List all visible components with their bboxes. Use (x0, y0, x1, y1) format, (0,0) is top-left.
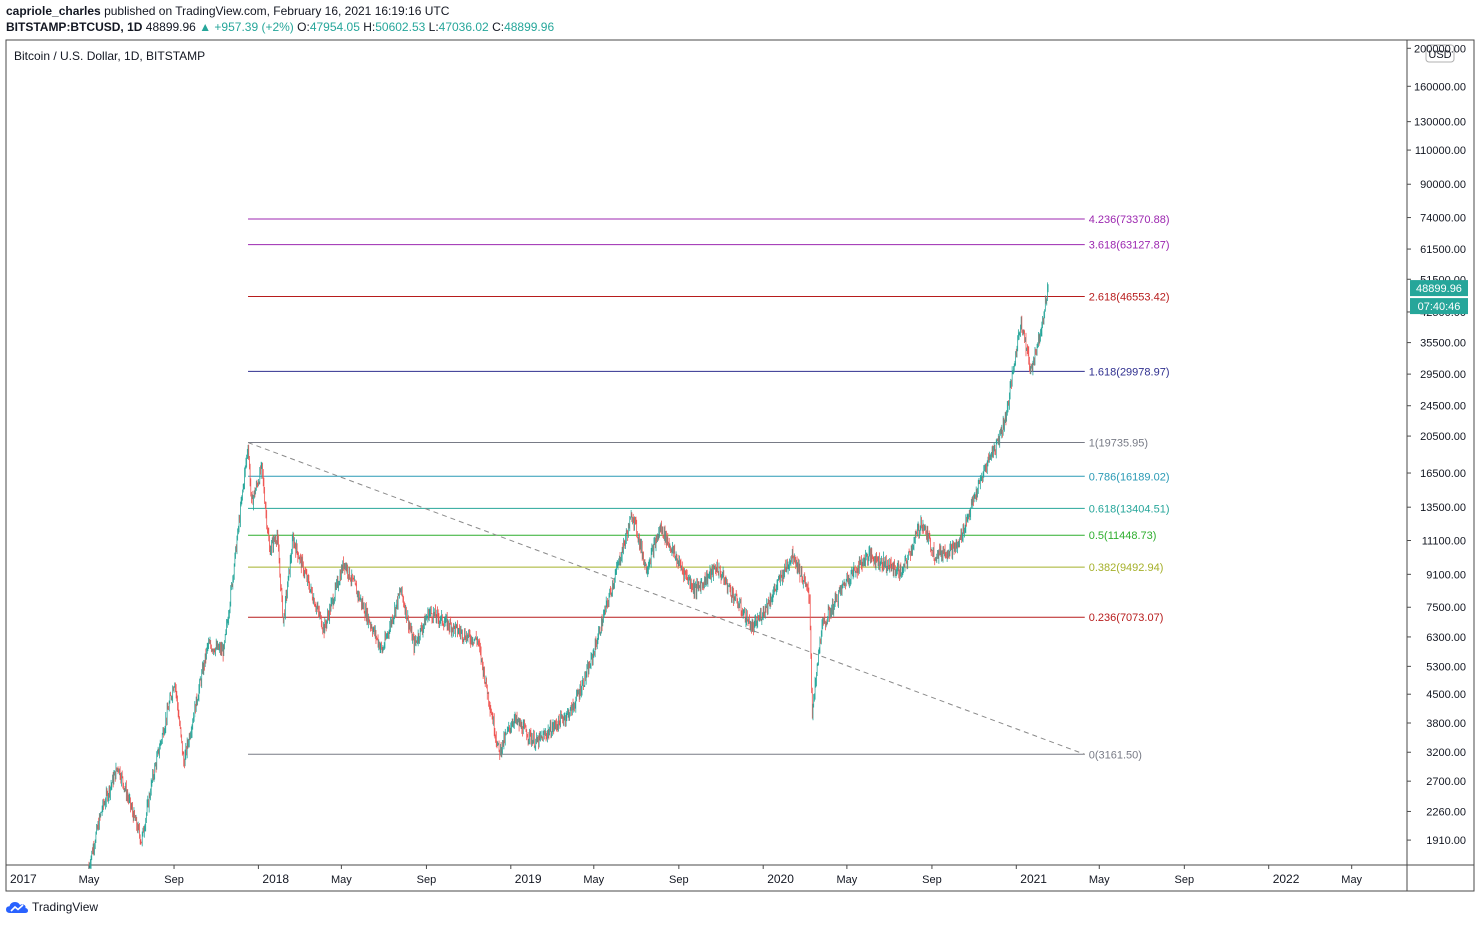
price-badges: 48899.96 07:40:46 (1410, 280, 1468, 315)
symbol-name: BITSTAMP:BTCUSD, 1D (6, 20, 143, 34)
price-tick-label: 6300.00 (1426, 632, 1466, 644)
candlestick-series (88, 282, 1049, 869)
price-tick-label: 200000.00 (1414, 43, 1466, 55)
time-tick-label: May (836, 874, 857, 886)
currency-label: USD (1428, 49, 1451, 61)
time-tick-label: 2022 (1273, 872, 1300, 886)
time-tick-label: May (79, 874, 100, 886)
high-label: H: (363, 20, 376, 34)
price-tick-label: 4500.00 (1426, 689, 1466, 701)
price-tick-label: 35500.00 (1420, 338, 1466, 350)
symbol-info: BITSTAMP:BTCUSD, 1D 48899.96 ▲ +957.39 (… (6, 20, 554, 34)
price-tick-label: 2700.00 (1426, 776, 1466, 788)
fib-level-label: 0.236(7073.07) (1089, 612, 1164, 624)
last-price: 48899.96 (145, 20, 196, 34)
close-label: C: (492, 20, 505, 34)
publish-text: published on TradingView.com, February 1… (104, 4, 450, 18)
fib-level-label: 0.382(9492.94) (1089, 562, 1164, 574)
price-tick-label: 29500.00 (1420, 369, 1466, 381)
price-tick-label: 20500.00 (1420, 431, 1466, 443)
tradingview-brand[interactable]: TradingView (6, 900, 98, 914)
low-value: 47036.02 (438, 20, 489, 34)
fib-level-label: 3.618(63127.87) (1089, 240, 1170, 252)
price-tick-label: 5300.00 (1426, 661, 1466, 673)
time-axis[interactable]: 2017 May Sep 2018 May Sep 2019 May Sep 2020 May Sep… (5, 865, 1363, 886)
time-tick-label: Sep (164, 874, 184, 886)
fib-level-label: 0.618(13404.51) (1089, 503, 1170, 515)
currency-button[interactable]: USD (1425, 44, 1455, 63)
author-name[interactable]: capriole_charles (6, 4, 101, 18)
close-value: 48899.96 (504, 20, 555, 34)
time-tick-label: May (331, 874, 352, 886)
time-tick-label: 2017 (10, 872, 37, 886)
time-tick-label: Sep (669, 874, 689, 886)
open-value: 47954.05 (309, 20, 360, 34)
price-tick-label: 9100.00 (1426, 569, 1466, 581)
fib-extension-levels: 4.236(73370.88) 3.618(63127.87) 2.618(4655… (248, 214, 1169, 761)
tradingview-cloud-icon (6, 902, 28, 913)
price-tick-label: 130000.00 (1414, 117, 1466, 129)
last-price-badge (1410, 280, 1468, 297)
price-tick-label: 13500.00 (1420, 502, 1466, 514)
low-label: L: (428, 20, 439, 34)
time-tick-label: 2019 (515, 872, 542, 886)
price-tick-label: 160000.00 (1414, 81, 1466, 93)
fib-level-label: 4.236(73370.88) (1089, 214, 1170, 226)
price-tick-label: 3800.00 (1426, 718, 1466, 730)
price-tick-label: 2260.00 (1426, 806, 1466, 818)
countdown-badge-label: 07:40:46 (1418, 301, 1461, 313)
time-tick-label: May (583, 874, 604, 886)
time-tick-label: Sep (417, 874, 437, 886)
time-tick-label: Sep (922, 874, 942, 886)
fib-level-label: 1.618(29978.97) (1089, 366, 1170, 378)
fib-level-label: 0.5(11448.73) (1089, 530, 1157, 542)
open-label: O: (297, 20, 310, 34)
chart-title: Bitcoin / U.S. Dollar, 1D, BITSTAMP (14, 49, 205, 63)
fib-level-label: 0.786(16189.02) (1089, 471, 1170, 483)
time-tick-label: May (1089, 874, 1110, 886)
price-axis[interactable]: 200000.00 160000.00 130000.00 110000.00 9000… (1407, 43, 1466, 847)
high-value: 50602.53 (375, 20, 426, 34)
time-tick-label: 2018 (262, 872, 289, 886)
price-change: ▲ +957.39 (+2%) (199, 20, 294, 34)
price-tick-label: 1910.00 (1426, 835, 1466, 847)
time-tick-label: Sep (1175, 874, 1195, 886)
time-tick-label: May (1341, 874, 1362, 886)
fib-level-label: 2.618(46553.42) (1089, 291, 1170, 303)
fib-level-label: 0(3161.50) (1089, 749, 1142, 761)
price-tick-label: 16500.00 (1420, 468, 1466, 480)
price-tick-label: 24500.00 (1420, 401, 1466, 413)
price-tick-label: 61500.00 (1420, 244, 1466, 256)
fib-trend-line[interactable] (247, 442, 1085, 755)
price-tick-label: 90000.00 (1420, 179, 1466, 191)
time-tick-label: 2020 (767, 872, 794, 886)
chart-frame (5, 39, 1475, 892)
fib-level-label: 1(19735.95) (1089, 438, 1148, 450)
price-tick-label: 110000.00 (1415, 145, 1466, 157)
price-tick-label: 3200.00 (1426, 747, 1466, 759)
countdown-badge (1410, 298, 1468, 315)
time-tick-label: 2021 (1020, 872, 1047, 886)
price-tick-label: 74000.00 (1420, 213, 1466, 225)
last-price-badge-label: 48899.96 (1416, 283, 1462, 295)
brand-name: TradingView (32, 900, 99, 914)
price-tick-label: 11100.00 (1422, 536, 1466, 548)
publish-info: capriole_charles published on TradingVie… (6, 4, 449, 18)
price-tick-label: 7500.00 (1426, 602, 1466, 614)
